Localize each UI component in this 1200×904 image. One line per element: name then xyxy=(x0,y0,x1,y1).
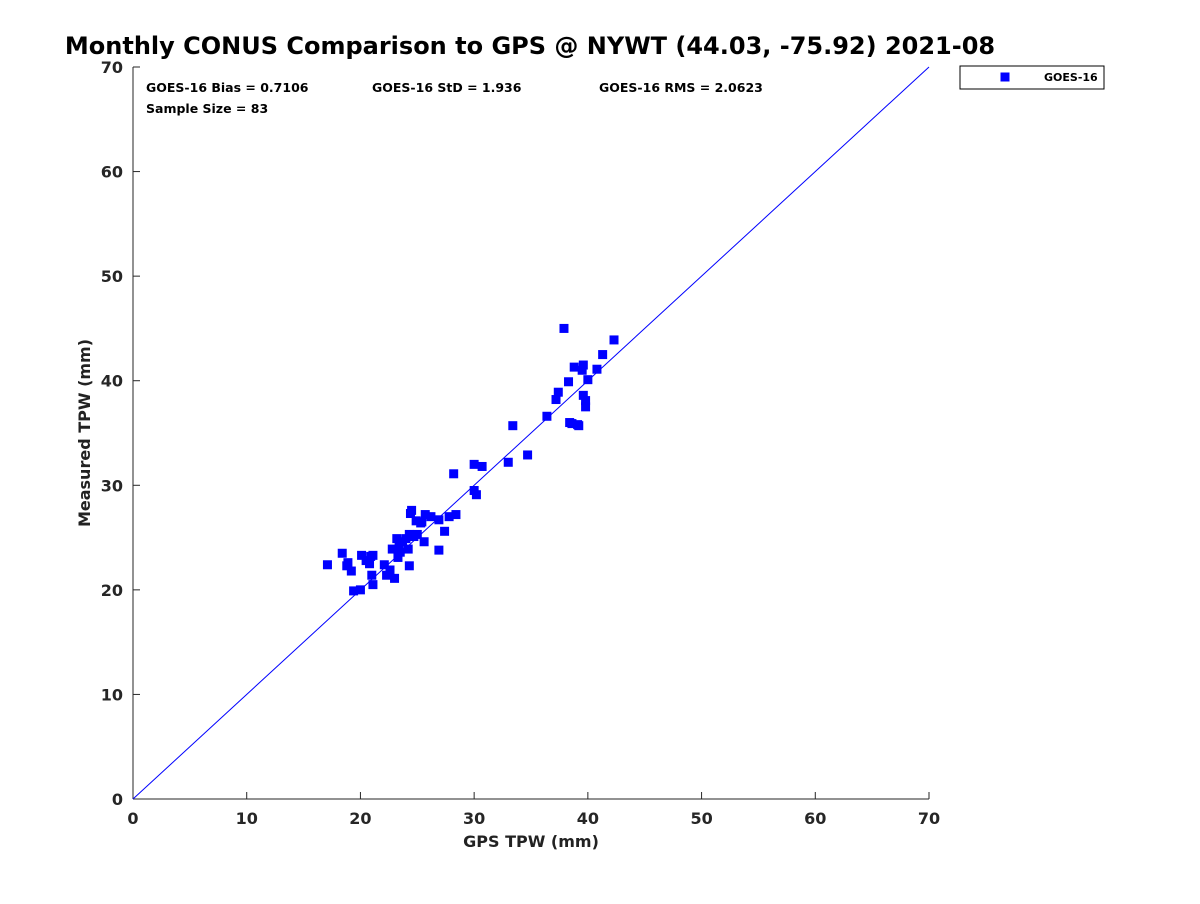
data-point xyxy=(387,544,397,554)
y-tick-label: 70 xyxy=(101,58,123,77)
data-point xyxy=(440,526,450,536)
data-point xyxy=(577,365,587,375)
data-point xyxy=(417,517,427,527)
y-tick-label: 50 xyxy=(101,267,123,286)
data-point xyxy=(346,566,356,576)
data-point xyxy=(404,561,414,571)
data-point xyxy=(471,490,481,500)
y-axis-label: Measured TPW (mm) xyxy=(75,339,94,527)
data-point xyxy=(567,419,577,429)
data-point xyxy=(592,364,602,374)
x-tick-label: 0 xyxy=(127,809,138,828)
data-point xyxy=(407,505,417,515)
y-tick-label: 20 xyxy=(101,581,123,600)
data-point xyxy=(412,529,422,539)
data-point xyxy=(578,390,588,400)
data-point xyxy=(390,573,400,583)
data-point xyxy=(581,396,591,406)
data-point xyxy=(395,547,405,557)
chart-title: Monthly CONUS Comparison to GPS @ NYWT (… xyxy=(65,32,995,60)
y-tick-label: 30 xyxy=(101,476,123,495)
one-to-one-line xyxy=(132,66,930,800)
legend-box xyxy=(959,65,1105,90)
stat-sample-size: Sample Size = 83 xyxy=(146,101,268,116)
data-point xyxy=(420,510,430,520)
data-point xyxy=(444,512,454,522)
y-tick-label: 60 xyxy=(101,163,123,182)
data-point xyxy=(477,461,487,471)
data-point xyxy=(581,402,591,412)
data-point xyxy=(343,558,353,568)
x-tick-label: 10 xyxy=(236,809,258,828)
data-point xyxy=(337,548,347,558)
data-point xyxy=(365,559,375,569)
data-point xyxy=(379,560,389,570)
data-point xyxy=(551,395,561,405)
data-point xyxy=(469,459,479,469)
y-tick-label: 0 xyxy=(112,790,123,809)
x-tick-label: 40 xyxy=(577,809,599,828)
data-point xyxy=(451,510,461,520)
data-point xyxy=(523,450,533,460)
stat-std: GOES-16 StD = 1.936 xyxy=(372,80,522,95)
data-point xyxy=(322,560,332,570)
data-point xyxy=(553,387,563,397)
data-point xyxy=(609,335,619,345)
data-point xyxy=(578,360,588,370)
data-point xyxy=(357,550,367,560)
y-tick-label: 10 xyxy=(101,685,123,704)
data-point xyxy=(574,421,584,431)
data-point xyxy=(404,529,414,539)
data-point xyxy=(382,570,392,580)
legend-label: GOES-16 xyxy=(1044,71,1098,84)
data-point xyxy=(434,515,444,525)
data-point xyxy=(426,512,436,522)
x-tick-label: 20 xyxy=(349,809,371,828)
data-point xyxy=(393,552,403,562)
data-point xyxy=(542,411,552,421)
data-point xyxy=(559,323,569,333)
x-tick-label: 50 xyxy=(690,809,712,828)
data-point xyxy=(503,457,513,467)
legend-marker xyxy=(1000,72,1010,82)
plot-area: 0 10 20 30 40 50 60 70 0 10 20 30 40 50 60 70 xyxy=(101,58,940,828)
data-point xyxy=(598,350,608,360)
data-point xyxy=(564,377,574,387)
data-point xyxy=(349,586,359,596)
data-point xyxy=(583,375,593,385)
data-point xyxy=(385,565,395,575)
stat-rms: GOES-16 RMS = 2.0623 xyxy=(599,80,763,95)
legend: GOES-16 xyxy=(959,65,1105,90)
x-axis-label: GPS TPW (mm) xyxy=(463,832,599,851)
data-point xyxy=(355,585,365,595)
x-tick-label: 60 xyxy=(804,809,826,828)
data-point xyxy=(449,469,459,479)
data-point xyxy=(392,534,402,544)
y-tick-label: 40 xyxy=(101,372,123,391)
stat-bias: GOES-16 Bias = 0.7106 xyxy=(146,80,309,95)
x-tick-label: 30 xyxy=(463,809,485,828)
data-point xyxy=(403,544,413,554)
x-tick-label: 70 xyxy=(918,809,940,828)
data-point xyxy=(367,570,377,580)
data-point xyxy=(569,362,579,372)
data-point xyxy=(434,545,444,555)
data-point xyxy=(368,550,378,560)
data-point xyxy=(419,537,429,547)
data-point xyxy=(508,421,518,431)
data-point xyxy=(411,516,421,526)
data-point xyxy=(368,580,378,590)
